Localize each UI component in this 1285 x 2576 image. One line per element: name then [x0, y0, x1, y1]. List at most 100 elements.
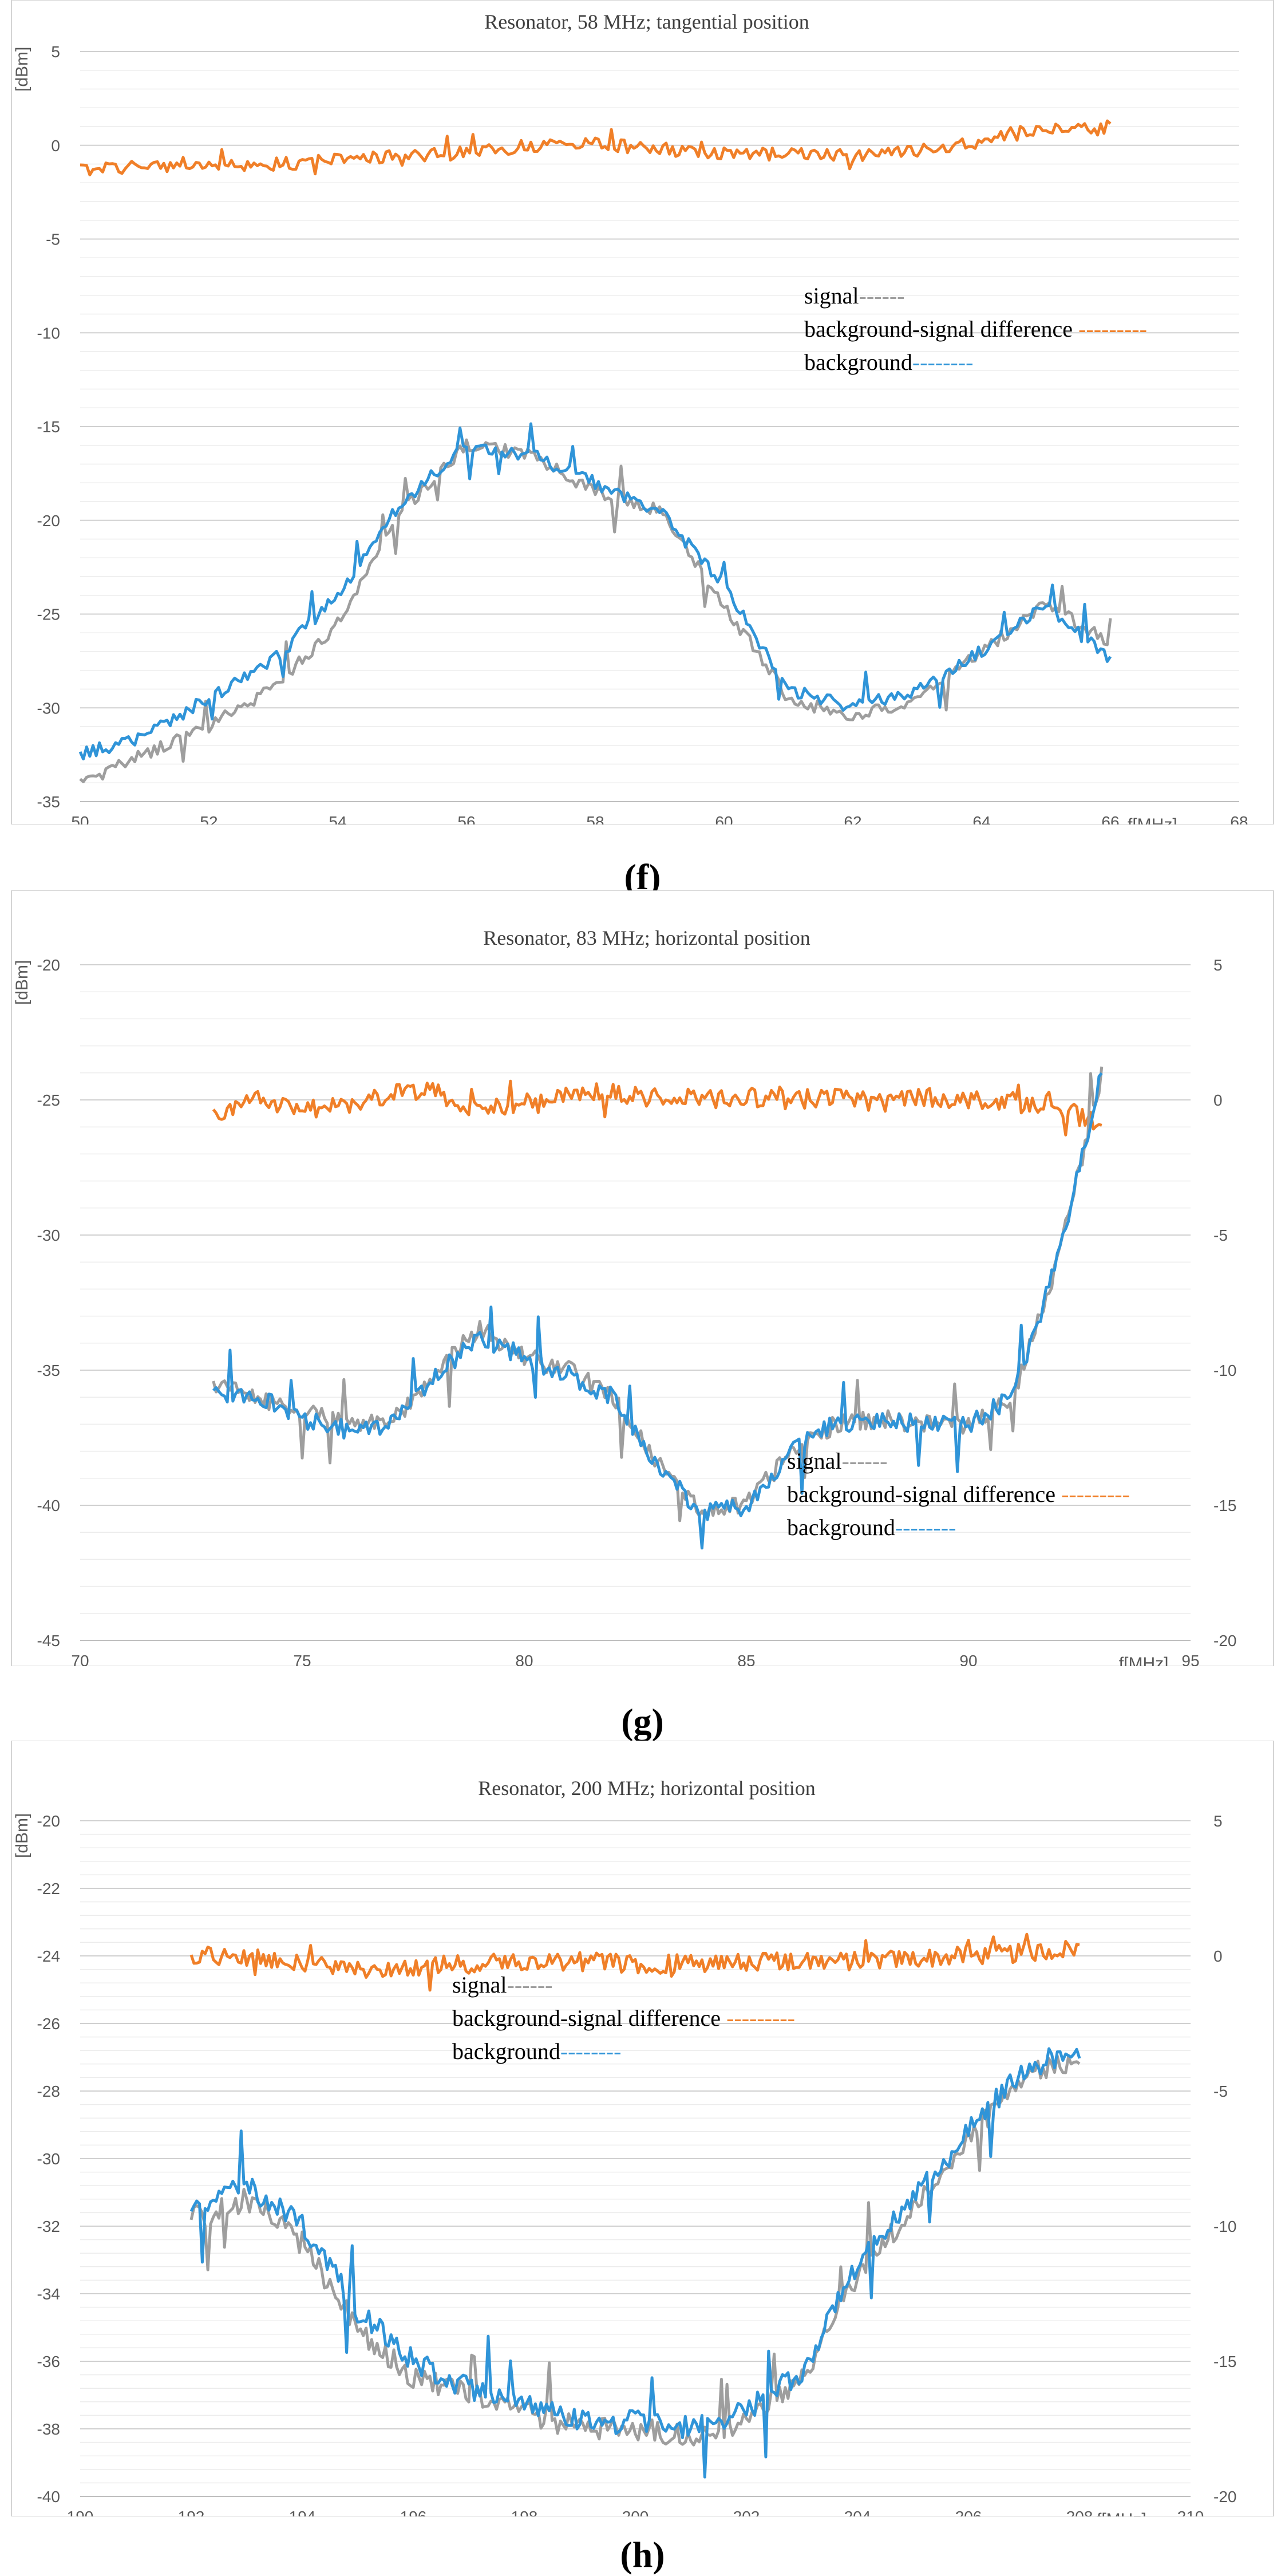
y2-tick-label: 5: [1213, 1812, 1223, 1830]
chart-g-y2ticks: 5 0 -5 -10 -15 -20: [1213, 956, 1236, 1650]
chart-g-yticks: -20 -25 -30 -35 -40 -45: [37, 956, 60, 1650]
x-tick-label: 192: [178, 2508, 205, 2516]
chart-h-grid: [80, 1820, 1191, 2497]
x-tick-label: 70: [71, 1652, 89, 1666]
chart-f-xlabel: f[MHz]: [1128, 815, 1177, 825]
y-tick-label: -24: [37, 1947, 60, 1965]
legend-entry: background--------: [804, 349, 973, 375]
chart-g-xticks: 70 75 80 85 90 95: [71, 1652, 1199, 1666]
y-tick-label: -25: [37, 1091, 60, 1109]
y-tick-label: -28: [37, 2082, 60, 2100]
x-tick-label: 85: [737, 1652, 755, 1666]
x-tick-label: 56: [457, 813, 475, 825]
y-tick-label: -38: [37, 2420, 60, 2438]
y-tick-label: 5: [51, 43, 60, 61]
legend-entry: background-signal difference ---------: [787, 1481, 1130, 1507]
chart-f-xticks: 50 52 54 56 58 60 62 64 66 68: [71, 813, 1248, 825]
x-tick-label: 62: [844, 813, 861, 825]
y-tick-label: -5: [46, 231, 60, 248]
series-line-signal: [79, 438, 1112, 783]
series-line-background-signal-difference: [80, 119, 1112, 176]
legend-text: background: [787, 1514, 895, 1540]
chart-h-series: [189, 1932, 1081, 2479]
legend-text: background-signal difference: [787, 1481, 1061, 1507]
chart-h-xlabel: f[MHz]: [1097, 2510, 1146, 2516]
legend-dash: --------: [895, 1514, 956, 1540]
x-tick-label: 64: [972, 813, 990, 825]
y2-tick-label: -10: [1213, 1362, 1236, 1379]
chart-f-ylabel: [dBm]: [13, 47, 31, 92]
chart-h-frame: [11, 1741, 1274, 2516]
y2-tick-label: -5: [1213, 2082, 1228, 2100]
legend-entry: signal------: [787, 1448, 887, 1474]
y2-tick-label: -5: [1213, 1226, 1228, 1244]
legend-text: signal: [787, 1448, 842, 1474]
panel-label-g: (g): [621, 1701, 664, 1742]
x-tick-label: 68: [1230, 813, 1248, 825]
legend-text: signal: [804, 283, 859, 309]
y-tick-label: -40: [37, 2488, 60, 2506]
chart-h-legend: signal------ background-signal difference…: [452, 1972, 795, 2064]
chart-g-ylabel: [dBm]: [13, 960, 31, 1005]
y-tick-label: 0: [51, 137, 60, 155]
legend-entry: background--------: [452, 2038, 621, 2064]
x-tick-label: 204: [844, 2508, 871, 2516]
panel-label-h: (h): [620, 2534, 665, 2575]
y2-tick-label: 0: [1213, 1091, 1223, 1109]
x-tick-label: 190: [67, 2508, 94, 2516]
y-tick-label: -26: [37, 2015, 60, 2033]
series-line-background: [212, 1072, 1103, 1550]
y-tick-label: -10: [37, 324, 60, 342]
chart-f-yticks: 5 0 -5 -10 -15 -20 -25 -30 -35: [37, 43, 60, 811]
legend-text: signal: [452, 1972, 507, 1998]
x-tick-label: 52: [200, 813, 218, 825]
chart-g-legend: signal------ background-signal difference…: [787, 1448, 1130, 1540]
chart-g-title: Resonator, 83 MHz; horizontal position: [483, 926, 810, 949]
x-tick-label: 198: [511, 2508, 538, 2516]
x-tick-label: 194: [289, 2508, 316, 2516]
y-tick-label: -25: [37, 606, 60, 624]
x-tick-label: 200: [622, 2508, 649, 2516]
y2-tick-label: 5: [1213, 956, 1223, 974]
y2-tick-label: -15: [1213, 1497, 1236, 1514]
x-tick-label: 210: [1177, 2508, 1204, 2516]
y-tick-label: -34: [37, 2285, 60, 2303]
x-tick-label: 50: [71, 813, 89, 825]
legend-entry: background-signal difference ---------: [804, 316, 1147, 342]
y-tick-label: -36: [37, 2353, 60, 2370]
x-tick-label: 196: [400, 2508, 427, 2516]
x-tick-label: 60: [715, 813, 733, 825]
y-tick-label: -20: [37, 1812, 60, 1830]
chart-f: Resonator, 58 MHz; tangential position […: [11, 0, 1274, 825]
y-tick-label: -45: [37, 1632, 60, 1650]
legend-dash: --------: [912, 349, 974, 375]
y2-tick-label: -20: [1213, 1632, 1236, 1650]
x-tick-label: 66: [1101, 813, 1119, 825]
x-tick-label: 58: [586, 813, 604, 825]
chart-f-legend: signal------ background-signal difference…: [804, 283, 1147, 375]
y-tick-label: -30: [37, 699, 60, 717]
y-tick-label: -35: [37, 1362, 60, 1379]
chart-h-yticks: -20 -22 -24 -26 -28 -30 -32 -34 -36 -38 -40: [37, 1812, 60, 2506]
y-tick-label: -20: [37, 956, 60, 974]
legend-dash: --------: [560, 2038, 622, 2064]
legend-entry: background--------: [787, 1514, 956, 1540]
chart-h-y2ticks: 5 0 -5 -10 -15 -20: [1213, 1812, 1236, 2506]
chart-g: Resonator, 83 MHz; horizontal position […: [11, 890, 1274, 1666]
x-tick-label: 95: [1181, 1652, 1199, 1666]
chart-g-series: [212, 1066, 1104, 1550]
chart-g-frame: [11, 890, 1274, 1666]
legend-text: background-signal difference: [452, 2005, 726, 2031]
chart-h-xticks: 190 192 194 196 198 200 202 204 206 208 210: [67, 2508, 1204, 2516]
y-tick-label: -30: [37, 2150, 60, 2168]
legend-dash: ------: [507, 1972, 553, 1998]
x-tick-label: 75: [293, 1652, 311, 1666]
legend-dash: ------: [842, 1448, 888, 1474]
legend-text: background-signal difference: [804, 316, 1078, 342]
y-tick-label: -15: [37, 418, 60, 436]
series-line-background: [78, 422, 1112, 761]
legend-text: background: [452, 2038, 560, 2064]
x-tick-label: 80: [515, 1652, 533, 1666]
x-tick-label: 90: [959, 1652, 977, 1666]
chart-h-ylabel: [dBm]: [13, 1813, 31, 1858]
